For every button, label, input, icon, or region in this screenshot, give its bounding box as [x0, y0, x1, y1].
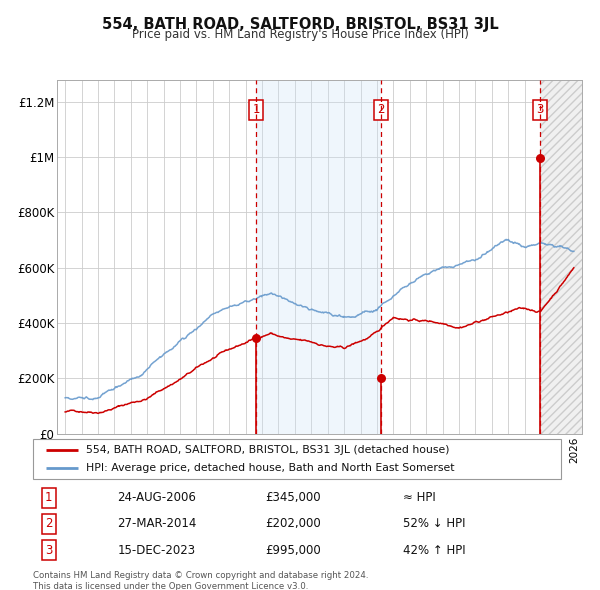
Text: 1: 1 — [45, 491, 53, 504]
Bar — [256, 80, 381, 434]
Text: ≈ HPI: ≈ HPI — [403, 491, 436, 504]
Text: 1: 1 — [253, 103, 260, 116]
Text: 52% ↓ HPI: 52% ↓ HPI — [403, 517, 465, 530]
Text: 2: 2 — [45, 517, 53, 530]
Text: 24-AUG-2006: 24-AUG-2006 — [118, 491, 196, 504]
Text: 2: 2 — [377, 103, 385, 116]
Text: £995,000: £995,000 — [265, 543, 321, 556]
Text: 3: 3 — [45, 543, 53, 556]
Text: £345,000: £345,000 — [265, 491, 321, 504]
Text: Contains HM Land Registry data © Crown copyright and database right 2024.
This d: Contains HM Land Registry data © Crown c… — [33, 571, 368, 590]
Text: 42% ↑ HPI: 42% ↑ HPI — [403, 543, 465, 556]
Text: 15-DEC-2023: 15-DEC-2023 — [118, 543, 196, 556]
Text: 27-MAR-2014: 27-MAR-2014 — [118, 517, 197, 530]
Text: 554, BATH ROAD, SALTFORD, BRISTOL, BS31 3JL (detached house): 554, BATH ROAD, SALTFORD, BRISTOL, BS31 … — [86, 445, 449, 455]
Text: 554, BATH ROAD, SALTFORD, BRISTOL, BS31 3JL: 554, BATH ROAD, SALTFORD, BRISTOL, BS31 … — [101, 17, 499, 31]
Text: Price paid vs. HM Land Registry's House Price Index (HPI): Price paid vs. HM Land Registry's House … — [131, 28, 469, 41]
Bar — [541, 80, 582, 434]
Text: 3: 3 — [536, 103, 544, 116]
Text: HPI: Average price, detached house, Bath and North East Somerset: HPI: Average price, detached house, Bath… — [86, 463, 454, 473]
FancyBboxPatch shape — [33, 439, 561, 479]
Text: £202,000: £202,000 — [265, 517, 321, 530]
